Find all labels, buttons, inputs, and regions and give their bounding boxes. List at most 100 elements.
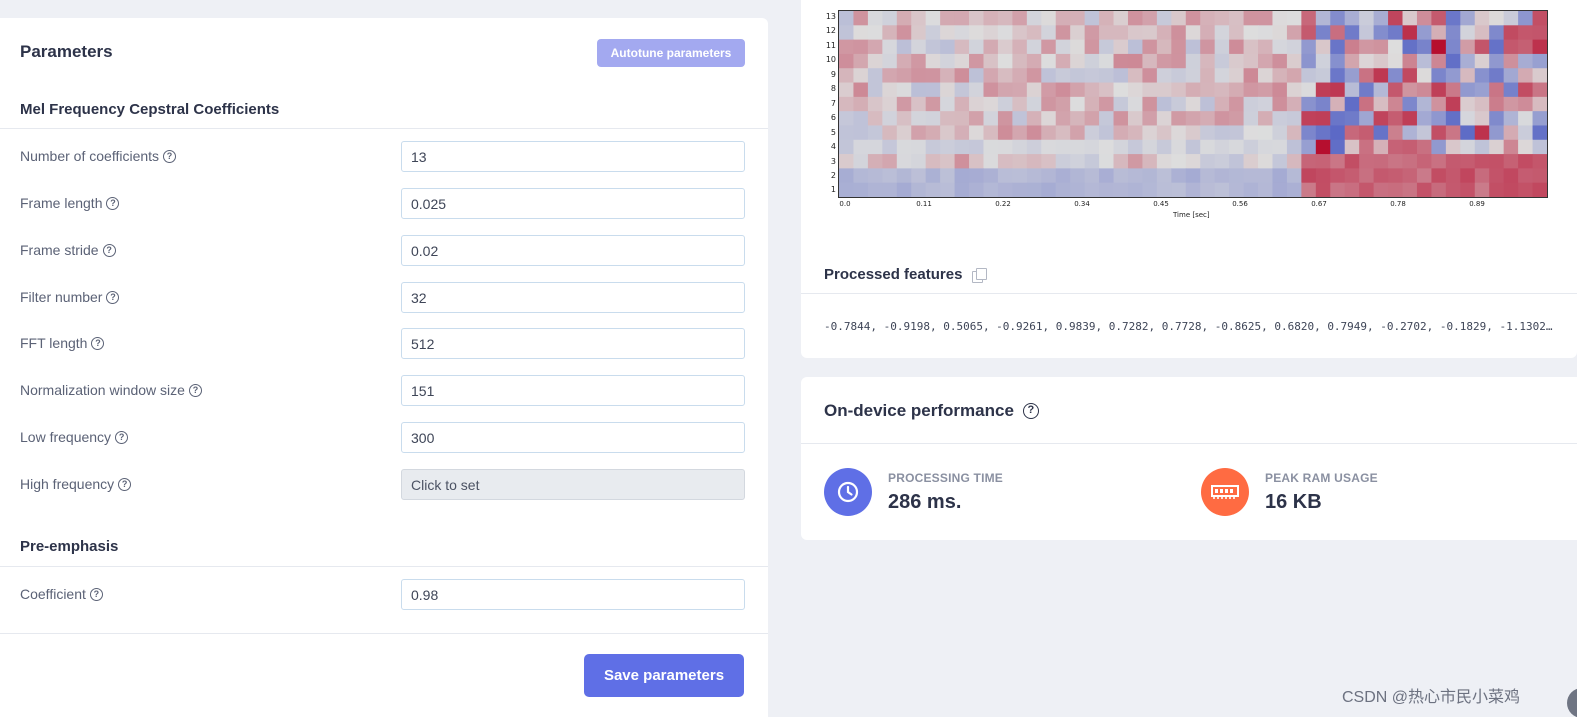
heatmap-cell	[1214, 25, 1230, 41]
heatmap-cell	[1315, 82, 1331, 98]
heatmap-cell	[1503, 82, 1519, 98]
heatmap-cell	[1344, 168, 1360, 184]
heatmap-cell	[1041, 182, 1057, 197]
help-icon[interactable]: ?	[188, 383, 202, 397]
heatmap-cell	[1171, 182, 1187, 197]
heatmap-cell	[1388, 25, 1404, 41]
autotune-parameters-button[interactable]: Autotune parameters	[597, 39, 745, 67]
copy-icon[interactable]	[972, 267, 988, 283]
heatmap-cell	[954, 154, 970, 169]
heatmap-cell	[983, 11, 999, 26]
coefficient-input[interactable]	[401, 579, 745, 610]
help-icon[interactable]: ?	[91, 336, 105, 350]
heatmap-cell	[896, 39, 912, 55]
heatmap-cell	[969, 96, 984, 112]
heatmap-cell	[969, 53, 984, 69]
help-icon[interactable]: ?	[89, 587, 103, 601]
heatmap-cell	[1026, 125, 1042, 141]
frame-stride-input[interactable]	[401, 235, 745, 266]
heatmap-cell	[882, 139, 898, 155]
pre-emphasis-section-title: Pre-emphasis	[20, 538, 119, 555]
help-icon[interactable]: ?	[115, 430, 129, 444]
help-icon[interactable]: ?	[118, 477, 132, 491]
frame-length-input[interactable]	[401, 188, 745, 219]
performance-divider	[801, 443, 1577, 444]
heatmap-cell	[1518, 96, 1534, 112]
heatmap-cell	[1084, 25, 1100, 41]
heatmap-cell	[1026, 53, 1042, 69]
heatmap-cell	[1431, 53, 1447, 69]
heatmap-cell	[911, 154, 927, 169]
heatmap-cell	[1272, 68, 1288, 84]
heatmap-cell	[983, 168, 999, 184]
heatmap-cell	[969, 139, 984, 155]
heatmap-cell	[1258, 82, 1273, 98]
heatmap-cell	[1518, 154, 1534, 169]
heatmap-cell	[1344, 82, 1360, 98]
save-parameters-button[interactable]: Save parameters	[584, 654, 744, 697]
heatmap-cell	[1185, 11, 1201, 26]
heatmap-cell	[1200, 68, 1216, 84]
heatmap-cell	[1127, 25, 1143, 41]
heatmap-cell	[940, 96, 956, 112]
heatmap-cell	[1518, 68, 1534, 84]
heatmap-cell	[853, 96, 869, 112]
heatmap-cell	[940, 182, 956, 197]
heatmap-cell	[1229, 11, 1245, 26]
spectrogram-x-title: Time [sec]	[1173, 211, 1210, 219]
y-tick-label: 4	[830, 142, 836, 151]
help-icon[interactable]: ?	[106, 290, 120, 304]
heatmap-cell	[997, 139, 1013, 155]
heatmap-cell	[1416, 96, 1432, 112]
heatmap-cell	[1301, 11, 1317, 26]
y-tick-label: 13	[825, 12, 836, 21]
heatmap-cell	[954, 82, 970, 98]
heatmap-cell	[1431, 182, 1447, 197]
help-icon[interactable]: ?	[106, 196, 120, 210]
number-of-coefficients-input[interactable]	[401, 141, 745, 172]
heatmap-cell	[1359, 39, 1375, 55]
heatmap-cell	[1258, 39, 1273, 55]
help-widget-button[interactable]: ?	[1567, 688, 1577, 717]
heatmap-cell	[1532, 154, 1547, 169]
param-label: FFT length?	[20, 335, 105, 351]
heatmap-cell	[1272, 53, 1288, 69]
heatmap-cell	[1171, 53, 1187, 69]
heatmap-cell	[1113, 53, 1129, 69]
heatmap-cell	[882, 53, 898, 69]
heatmap-cell	[1503, 25, 1519, 41]
heatmap-cell	[1532, 39, 1547, 55]
heatmap-cell	[925, 82, 941, 98]
heatmap-cell	[1474, 25, 1490, 41]
heatmap-cell	[1460, 68, 1476, 84]
heatmap-cell	[997, 82, 1013, 98]
heatmap-cell	[1243, 25, 1259, 41]
heatmap-cell	[1359, 68, 1375, 84]
filter-number-input[interactable]	[401, 282, 745, 313]
heatmap-cell	[1099, 168, 1115, 184]
help-icon[interactable]: ?	[102, 243, 116, 257]
param-label: Frame stride?	[20, 242, 116, 258]
high-frequency-input[interactable]	[401, 469, 745, 500]
help-icon[interactable]: ?	[163, 149, 177, 163]
heatmap-cell	[1070, 68, 1086, 84]
heatmap-cell	[1503, 39, 1519, 55]
heatmap-cell	[983, 82, 999, 98]
heatmap-cell	[997, 168, 1013, 184]
normalization-window-size-input[interactable]	[401, 375, 745, 406]
heatmap-cell	[1388, 96, 1404, 112]
heatmap-cell	[1286, 53, 1302, 69]
heatmap-cell	[1113, 182, 1129, 197]
heatmap-cell	[1359, 125, 1375, 141]
heatmap-cell	[1041, 53, 1057, 69]
heatmap-cell	[1113, 139, 1129, 155]
heatmap-cell	[867, 39, 883, 55]
heatmap-cell	[1185, 39, 1201, 55]
fft-length-input[interactable]	[401, 328, 745, 359]
heatmap-cell	[940, 139, 956, 155]
low-frequency-input[interactable]	[401, 422, 745, 453]
help-icon[interactable]: ?	[1022, 403, 1039, 419]
heatmap-cell	[1084, 154, 1100, 169]
heatmap-cell	[954, 68, 970, 84]
x-tick-label: 0.56	[1232, 200, 1248, 208]
